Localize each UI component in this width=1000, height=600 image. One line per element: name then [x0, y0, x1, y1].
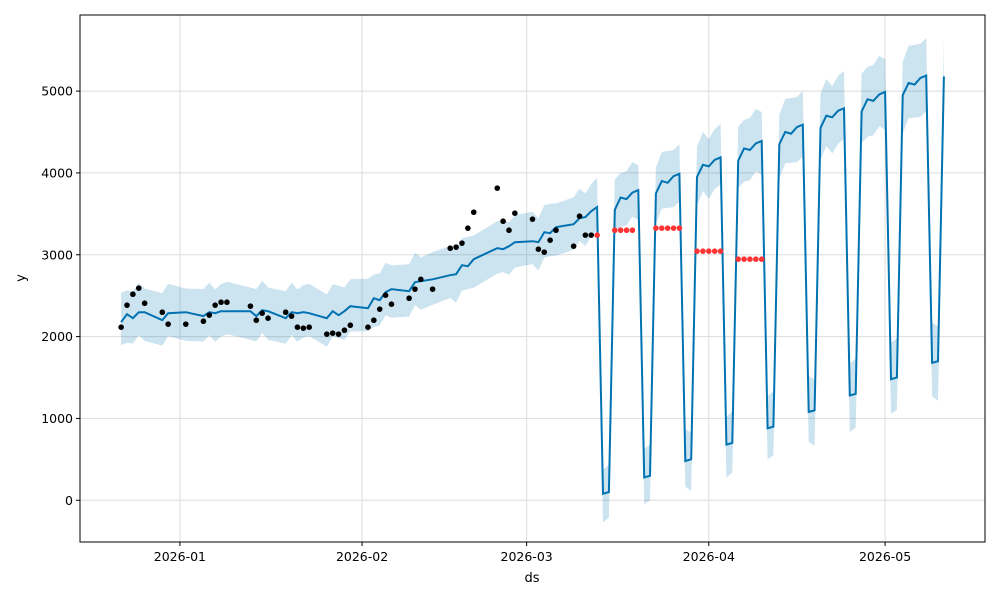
future-actual-point — [670, 225, 677, 231]
observed-point — [118, 324, 124, 330]
observed-point — [453, 244, 459, 250]
y-tick-label: 0 — [65, 493, 73, 508]
y-tick-label: 3000 — [41, 247, 73, 262]
plot-frame — [79, 14, 986, 543]
future-actual-point — [694, 248, 700, 254]
observed-point — [541, 249, 548, 255]
observed-point — [494, 185, 501, 191]
observed-point — [470, 209, 477, 216]
future-actual-point — [711, 248, 718, 254]
future-actual-point — [653, 225, 659, 231]
future-actual-point — [664, 225, 671, 231]
x-tick-label: 2026-03 — [501, 549, 553, 564]
observed-point — [135, 285, 142, 291]
future-actual-point — [717, 248, 724, 254]
observed-point — [224, 299, 230, 306]
observed-point — [165, 321, 171, 327]
observed-point — [335, 331, 342, 337]
x-tick-label: 2026-05 — [859, 549, 911, 564]
observed-point — [347, 322, 354, 329]
future-actual-point — [629, 227, 636, 234]
observed-point — [412, 286, 418, 292]
observed-point — [576, 213, 583, 219]
future-actual-point — [700, 248, 706, 254]
observed-point — [341, 327, 348, 334]
observed-point — [553, 227, 559, 234]
observed-point — [406, 295, 412, 302]
future-actual-point — [741, 256, 747, 262]
future-actual-point — [617, 227, 624, 234]
x-axis-label: ds — [524, 571, 539, 586]
x-tick-label: 2026-02 — [336, 549, 388, 564]
observed-point — [506, 227, 512, 234]
observed-point — [570, 243, 577, 249]
observed-point — [206, 312, 213, 318]
x-axis: 2026-01 2026-02 2026-03 2026-04 2026-05 — [154, 542, 911, 564]
forecast-line — [120, 74, 945, 496]
observed-point — [376, 306, 383, 312]
observed-point — [306, 324, 312, 330]
future-actual-point — [594, 232, 600, 238]
observed-point — [253, 317, 260, 324]
future-actual-point — [676, 225, 683, 231]
uncertainty-band — [121, 38, 944, 523]
observed-point — [365, 324, 371, 330]
future-actual-point — [623, 227, 630, 234]
observed-point — [247, 303, 254, 309]
observed-point — [465, 225, 471, 231]
observed-point — [141, 300, 148, 307]
future-actual-point — [705, 248, 712, 254]
observed-point — [418, 276, 424, 283]
y-tick-label: 5000 — [41, 84, 73, 99]
future-actual-points — [594, 225, 765, 262]
observed-point — [429, 286, 436, 292]
observed-point — [382, 292, 389, 298]
y-axis: 0 1000 2000 3000 4000 5000 — [41, 84, 80, 508]
y-axis-label: y — [14, 274, 29, 282]
grid — [80, 15, 985, 542]
y-tick-label: 2000 — [41, 329, 73, 344]
future-actual-point — [658, 225, 665, 231]
observed-point — [329, 330, 336, 336]
future-actual-point — [735, 256, 741, 262]
observed-point — [218, 299, 224, 306]
observed-point — [130, 291, 136, 298]
observed-point — [371, 317, 377, 324]
observed-point — [582, 232, 589, 238]
observed-point — [159, 309, 166, 316]
observed-point — [324, 331, 330, 337]
observed-point — [447, 245, 454, 252]
observed-point — [282, 309, 289, 316]
observed-point — [535, 246, 542, 253]
observed-point — [500, 218, 506, 225]
observed-point — [547, 237, 553, 244]
x-tick-label: 2026-04 — [683, 549, 735, 564]
observed-point — [200, 318, 207, 325]
future-actual-point — [753, 256, 759, 262]
observed-point — [259, 310, 265, 316]
observed-point — [212, 302, 218, 308]
observed-point — [182, 321, 189, 327]
observed-point — [124, 302, 130, 308]
observed-point — [529, 216, 536, 222]
observed-points — [118, 185, 595, 337]
x-tick-label: 2026-01 — [154, 549, 206, 564]
observed-point — [512, 210, 518, 216]
future-actual-point — [747, 256, 753, 262]
future-actual-point — [758, 256, 765, 262]
y-tick-label: 1000 — [41, 411, 73, 426]
observed-point — [459, 240, 465, 246]
observed-point — [294, 324, 301, 330]
observed-point — [265, 315, 271, 321]
observed-point — [288, 313, 295, 319]
future-actual-point — [611, 227, 618, 234]
observed-point — [588, 232, 595, 238]
y-tick-label: 4000 — [41, 165, 73, 180]
observed-point — [300, 325, 307, 331]
observed-point — [388, 301, 395, 307]
